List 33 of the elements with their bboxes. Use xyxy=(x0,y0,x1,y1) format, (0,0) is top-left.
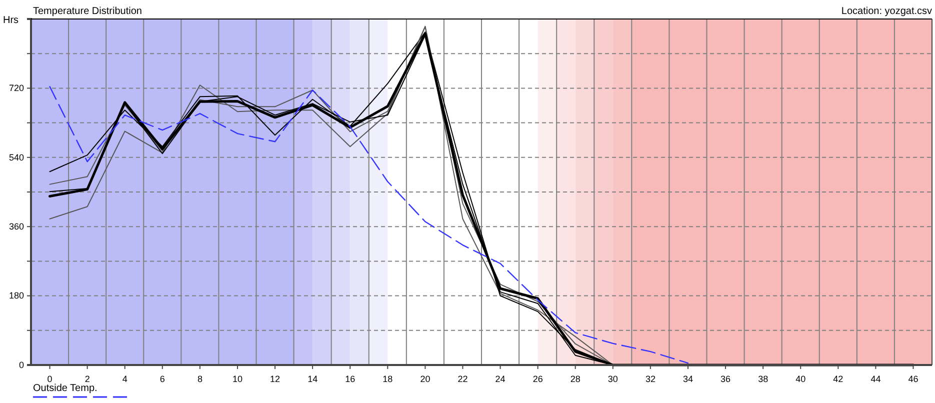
x-tick-label: 36 xyxy=(720,374,731,384)
x-tick-label: 44 xyxy=(870,374,881,384)
x-tick-label: 18 xyxy=(382,374,393,384)
x-tick-label: 14 xyxy=(308,374,318,384)
x-tick-label: 30 xyxy=(608,374,618,384)
y-axis-title: Hrs xyxy=(3,15,19,26)
y-tick-label: 360 xyxy=(8,221,24,232)
y-tick-label: 180 xyxy=(8,290,24,301)
x-tick-label: 38 xyxy=(758,374,768,384)
x-tick-label: 34 xyxy=(682,374,693,384)
x-tick-label: 16 xyxy=(345,374,356,384)
x-tick-label: 40 xyxy=(796,374,806,384)
x-tick-label: 22 xyxy=(458,374,468,384)
y-tick-label: 720 xyxy=(8,83,24,94)
x-tick-label: 10 xyxy=(232,374,242,384)
x-tick-label: 32 xyxy=(645,374,656,384)
y-tick-label: 0 xyxy=(18,360,24,370)
text: Location: yozgat.csv xyxy=(841,6,932,17)
chart-title: Temperature Distribution xyxy=(33,6,142,17)
x-tick-label: 4 xyxy=(122,374,128,384)
x-tick-label: 12 xyxy=(270,374,280,384)
text: Outside Temp. xyxy=(33,383,98,394)
x-tick-label: 0 xyxy=(47,374,52,384)
x-tick-label: 2 xyxy=(84,374,90,384)
x-tick-label: 42 xyxy=(833,374,844,384)
x-tick-label: 28 xyxy=(570,374,580,384)
x-tick-label: 24 xyxy=(495,374,506,384)
x-tick-label: 8 xyxy=(197,374,202,384)
y-tick-label: 540 xyxy=(8,152,24,162)
x-tick-label: 26 xyxy=(532,374,543,384)
x-tick-label: 20 xyxy=(420,374,430,384)
x-tick-label: 6 xyxy=(160,374,165,384)
x-tick-label: 46 xyxy=(908,374,918,384)
